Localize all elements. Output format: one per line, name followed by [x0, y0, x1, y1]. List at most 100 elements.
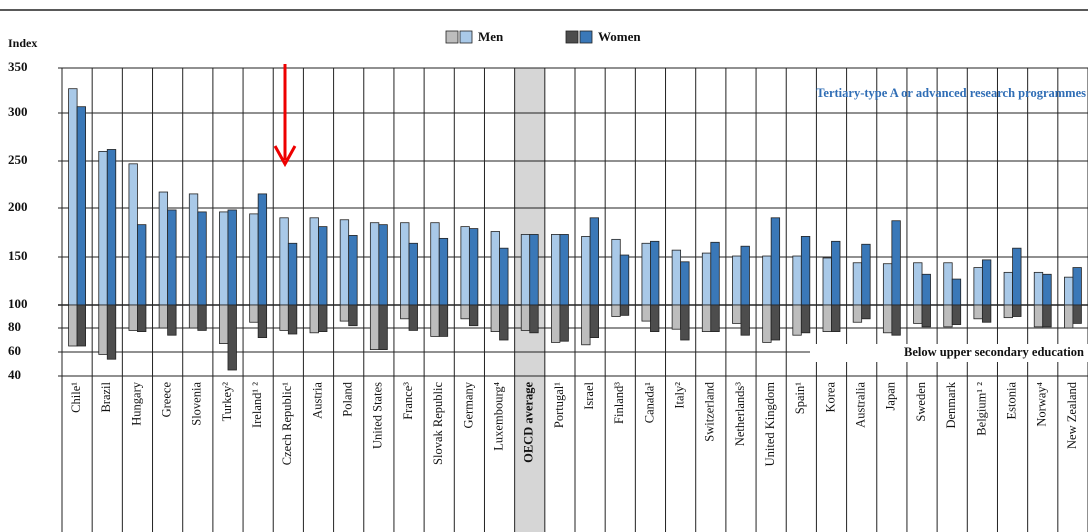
- x-tick-label: Austria: [310, 382, 324, 419]
- bar: [400, 222, 410, 306]
- y-tick-label: 350: [8, 59, 28, 74]
- highlight-arrow: [273, 64, 297, 168]
- bar: [1003, 271, 1013, 306]
- annotation: Below upper secondary education: [904, 345, 1084, 359]
- annotation-bg: [810, 344, 1088, 362]
- bar: [378, 304, 388, 350]
- legend-swatch: [565, 30, 579, 44]
- bar: [68, 304, 78, 347]
- bar: [318, 304, 328, 333]
- x-tick-label: Greece: [159, 382, 173, 418]
- bar: [882, 304, 893, 334]
- bar: [710, 241, 720, 306]
- x-tick-label: Korea: [823, 382, 837, 413]
- bar: [408, 242, 418, 306]
- bar: [348, 235, 358, 306]
- bar: [279, 217, 289, 306]
- x-tick-label: Turkey²: [220, 382, 234, 422]
- bar: [1064, 304, 1074, 329]
- x-tick-label: Luxembourg⁴: [491, 382, 505, 451]
- y-axis-label: Index: [8, 36, 37, 50]
- x-tick-label: Netherlands³: [733, 382, 747, 446]
- x-tick-label: Israel: [582, 381, 596, 409]
- bar: [619, 304, 630, 316]
- y-tick-label: 100: [8, 296, 28, 311]
- bar: [891, 220, 901, 306]
- bar: [76, 304, 86, 347]
- bar: [490, 304, 500, 333]
- y-tick-label: 300: [8, 104, 28, 119]
- bar: [551, 234, 561, 306]
- y-tick-label: 150: [8, 248, 28, 263]
- bar: [106, 304, 117, 360]
- bar: [98, 150, 108, 306]
- y-tick-label: 250: [8, 152, 28, 167]
- bar: [581, 304, 591, 346]
- x-tick-label: Ireland¹ ²: [250, 382, 264, 428]
- bar: [460, 304, 470, 320]
- bar: [943, 262, 953, 306]
- bar: [219, 304, 229, 344]
- bar: [710, 304, 720, 333]
- legend-label: Men: [478, 29, 504, 44]
- bar: [680, 261, 690, 306]
- legend-swatch: [579, 30, 593, 44]
- bar: [861, 304, 871, 320]
- x-tick-label: France³: [401, 382, 415, 420]
- bar: [732, 255, 742, 306]
- x-tick-label: Portugal¹: [552, 382, 566, 428]
- bar: [309, 304, 319, 334]
- bar: [581, 236, 591, 306]
- bar: [611, 304, 621, 317]
- bar: [430, 222, 440, 306]
- x-tick-label: Slovenia: [190, 382, 204, 426]
- bar: [197, 304, 207, 331]
- annotation: Tertiary-type A or advanced research pro…: [816, 86, 1086, 100]
- bar: [650, 304, 660, 333]
- bar: [921, 304, 931, 328]
- bar: [188, 304, 199, 329]
- legend-swatch: [445, 30, 459, 44]
- bar: [279, 304, 289, 331]
- x-tick-label: Australia: [854, 382, 868, 428]
- bar: [1003, 304, 1013, 319]
- x-tick-label: Estonia: [1004, 382, 1018, 420]
- bar: [520, 304, 531, 331]
- bar: [831, 304, 841, 333]
- bar: [701, 252, 712, 306]
- bar: [128, 304, 138, 331]
- bar: [1064, 276, 1074, 306]
- bar: [219, 211, 229, 306]
- bar: [137, 224, 147, 306]
- bar: [589, 304, 599, 338]
- bar: [369, 222, 380, 306]
- x-tick-label: Brazil: [99, 381, 113, 412]
- bar: [559, 234, 569, 306]
- bar: [309, 217, 319, 306]
- bar: [408, 304, 418, 331]
- x-tick-label: Switzerland: [703, 381, 717, 441]
- x-tick-label: Spain¹: [793, 382, 807, 414]
- bar: [430, 304, 440, 337]
- bar: [951, 304, 962, 325]
- bar: [68, 88, 78, 306]
- bar: [611, 238, 621, 306]
- bar: [861, 243, 871, 306]
- bar: [188, 193, 199, 306]
- bar: [529, 234, 539, 306]
- legend-label: Women: [598, 29, 641, 44]
- bar: [1072, 304, 1082, 324]
- y-tick-label: 200: [8, 199, 28, 214]
- bar: [1042, 304, 1052, 328]
- bar: [891, 304, 901, 336]
- bar: [1033, 271, 1044, 306]
- bar: [128, 163, 138, 306]
- bar: [460, 226, 470, 306]
- x-tick-label: Canada¹: [642, 382, 656, 423]
- bar: [822, 304, 832, 333]
- x-tick-label: OECD average: [522, 382, 536, 463]
- bar: [98, 304, 108, 355]
- bar: [468, 228, 479, 306]
- bar: [619, 254, 630, 306]
- bar: [973, 267, 983, 306]
